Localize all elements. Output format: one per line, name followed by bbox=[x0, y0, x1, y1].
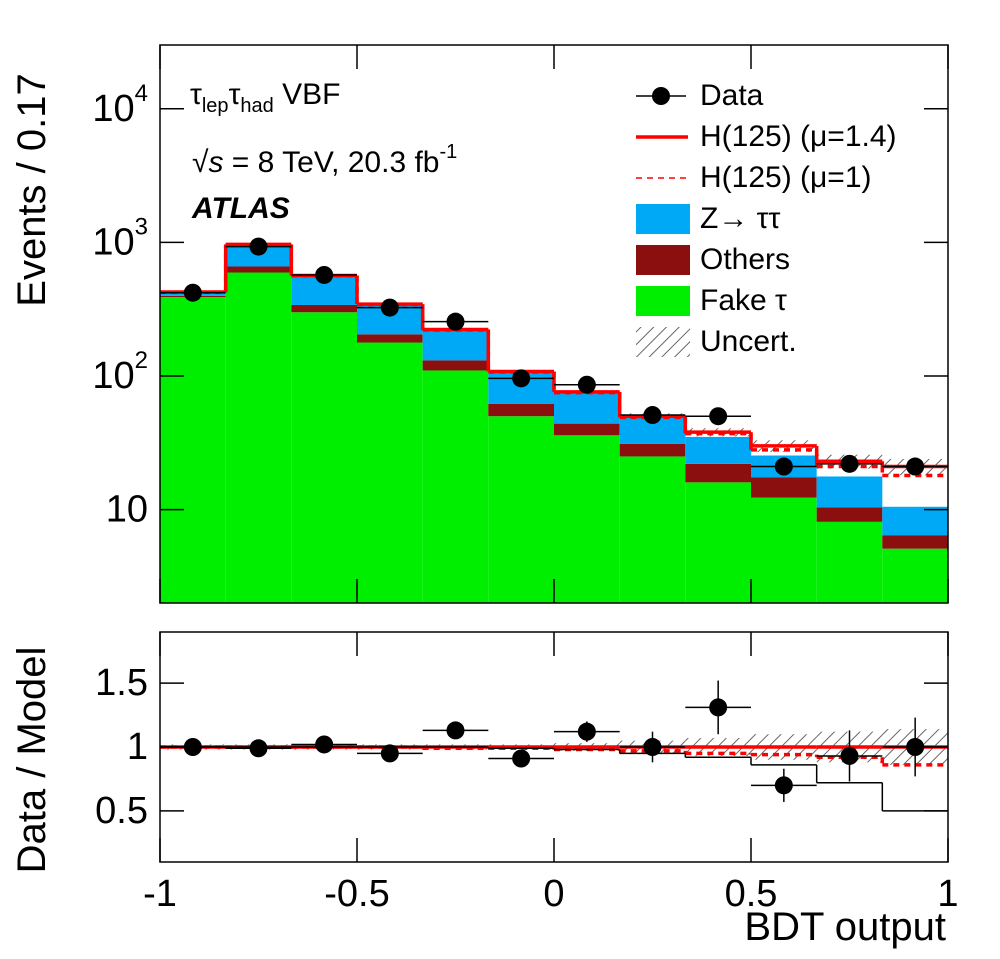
y-tick-label: 102 bbox=[92, 347, 148, 397]
data-point bbox=[643, 406, 662, 425]
data-point bbox=[774, 776, 793, 795]
legend-symbol bbox=[652, 87, 670, 105]
energy-label: √s = 8 TeV, 20.3 fb-1 bbox=[192, 141, 457, 179]
channel-label: τlepτhad VBF bbox=[190, 78, 340, 117]
stack-segment bbox=[357, 334, 423, 343]
data-point bbox=[380, 744, 399, 763]
stack-segment bbox=[882, 506, 948, 536]
atlas-label: ATLAS bbox=[191, 192, 290, 225]
data-point bbox=[183, 283, 202, 302]
data-point bbox=[643, 738, 662, 756]
legend-symbol bbox=[636, 245, 690, 275]
stack-segment bbox=[225, 272, 292, 603]
stack-segment bbox=[882, 548, 948, 603]
y-tick-label: 10 bbox=[106, 489, 148, 531]
data-point bbox=[315, 265, 334, 284]
y-tick-label: 0.5 bbox=[95, 790, 148, 832]
data-point bbox=[183, 738, 202, 756]
data-point bbox=[249, 237, 268, 256]
y-tick-label-power: 3 bbox=[135, 214, 148, 241]
data-point bbox=[446, 721, 465, 740]
legend-symbol bbox=[636, 327, 690, 357]
stack-segment bbox=[225, 244, 292, 267]
stack-segment bbox=[422, 329, 489, 361]
y-axis-label: Data / Model bbox=[10, 647, 54, 874]
data-point bbox=[512, 749, 531, 768]
x-tick-label: -1 bbox=[143, 873, 177, 915]
legend-label: Uncert. bbox=[700, 325, 797, 358]
x-tick-label: 0.5 bbox=[725, 873, 778, 915]
data-point bbox=[249, 739, 268, 758]
y-axis-label: Events / 0.17 bbox=[10, 73, 54, 306]
y-tick-label-base: 10 bbox=[92, 88, 134, 130]
y-tick-label: 1.5 bbox=[95, 662, 148, 704]
data-point bbox=[906, 738, 925, 756]
stack-segment bbox=[488, 416, 554, 603]
data-point bbox=[840, 454, 859, 473]
y-tick-label: 1 bbox=[127, 726, 148, 768]
stack-segment bbox=[882, 535, 948, 549]
data-point bbox=[906, 457, 925, 476]
stack-segment bbox=[751, 497, 817, 603]
stack-segment bbox=[554, 391, 620, 424]
stack-segment bbox=[685, 436, 751, 464]
data-point bbox=[380, 298, 399, 317]
y-tick-label-base: 1 bbox=[127, 726, 148, 768]
y-tick-label-base: 0.5 bbox=[95, 790, 148, 832]
data-point bbox=[709, 407, 728, 426]
y-tick-label-base: 10 bbox=[92, 355, 134, 397]
data-point bbox=[774, 457, 793, 476]
data-point bbox=[577, 722, 596, 741]
stack-segment bbox=[554, 423, 620, 436]
x-tick-label: -0.5 bbox=[324, 873, 389, 915]
legend-label: H(125) (μ=1) bbox=[700, 161, 872, 194]
y-tick-label-power: 2 bbox=[135, 347, 148, 374]
legend-label: Data bbox=[700, 79, 764, 112]
y-tick-label: 103 bbox=[92, 214, 148, 264]
legend-label: H(125) (μ=1.4) bbox=[700, 120, 897, 153]
stack-segment bbox=[422, 370, 489, 603]
legend-symbol bbox=[636, 286, 690, 316]
x-tick-label: 1 bbox=[937, 873, 958, 915]
stack-segment bbox=[816, 521, 883, 603]
stack-segment bbox=[554, 435, 620, 603]
y-tick-label-power: 4 bbox=[135, 80, 148, 107]
stack-segment bbox=[291, 312, 357, 603]
stack-segment bbox=[751, 477, 817, 498]
legend-label: Z→ ττ bbox=[700, 202, 781, 235]
stack-segment bbox=[488, 403, 554, 417]
y-tick-label-base: 10 bbox=[92, 221, 134, 263]
stack-segment bbox=[816, 476, 883, 508]
data-point bbox=[446, 312, 465, 331]
data-point bbox=[577, 375, 596, 394]
stack-segment bbox=[816, 507, 883, 522]
stack-segment bbox=[619, 443, 686, 457]
stack-segment bbox=[291, 304, 357, 313]
y-tick-label-base: 1.5 bbox=[95, 662, 148, 704]
data-point bbox=[512, 369, 531, 388]
stack-segment bbox=[685, 463, 751, 483]
stack-segment bbox=[225, 266, 292, 273]
legend-label: Others bbox=[700, 243, 790, 276]
stack-segment bbox=[422, 360, 489, 371]
x-tick-label: 0 bbox=[543, 873, 564, 915]
stack-segment bbox=[357, 342, 423, 603]
data-point bbox=[840, 746, 859, 765]
x-axis-label: BDT output bbox=[744, 905, 946, 949]
stack-segment bbox=[160, 297, 226, 603]
legend-symbol bbox=[636, 204, 690, 234]
data-point bbox=[709, 698, 728, 717]
stack-segment bbox=[619, 456, 686, 603]
legend-label: Fake τ bbox=[700, 284, 787, 317]
data-point bbox=[315, 735, 334, 754]
stack-segment bbox=[685, 482, 751, 603]
y-tick-label-base: 10 bbox=[106, 489, 148, 531]
y-tick-label: 104 bbox=[92, 80, 148, 130]
